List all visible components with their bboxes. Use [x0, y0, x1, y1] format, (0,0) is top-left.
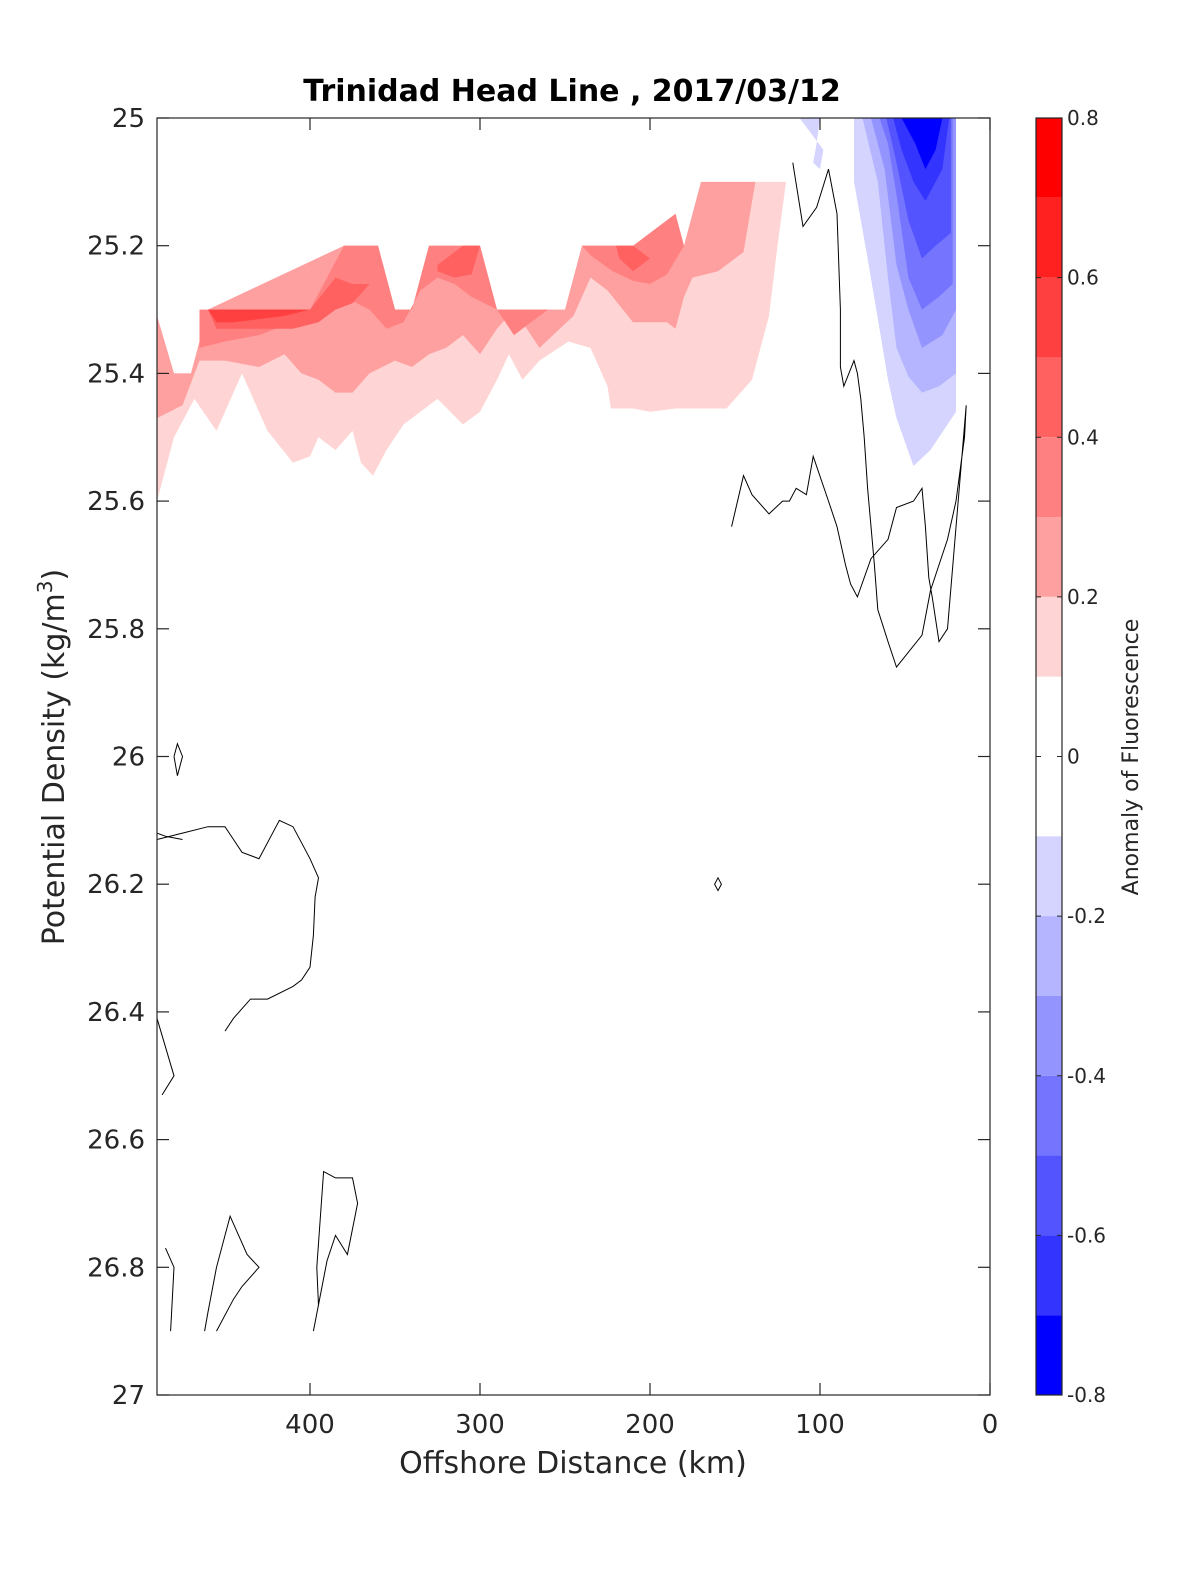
contour-line-0	[157, 819, 320, 1032]
x-axis-label: Offshore Distance (km)	[399, 1446, 747, 1481]
colorbar-segment-15	[1036, 1315, 1062, 1395]
colorbar-tick-label-5: -0.2	[1067, 904, 1106, 928]
colorbar-tick-label-1: 0.6	[1067, 266, 1099, 290]
contour-line-8	[312, 1170, 359, 1332]
x-tick-label-4: 0	[982, 1410, 999, 1440]
y-axis-ticks: 25 25.2 25.4 25.6 25.8 26 26.2 26.4 26.6 26.8 27	[87, 104, 990, 1411]
filled-region-5	[437, 245, 480, 278]
x-axis-ticks: 400 300 200 100 0	[285, 118, 998, 1440]
filled-region-9	[799, 118, 824, 170]
colorbar-segment-4	[1036, 437, 1062, 518]
contour-line-2	[731, 162, 967, 669]
contour-line-5	[714, 876, 722, 892]
y-axis-label-text: Potential Density (kg/m	[37, 593, 72, 945]
colorbar-tick-label-7: -0.6	[1067, 1223, 1106, 1247]
filled-contour-layer	[157, 118, 956, 502]
colorbar-tick-label-8: -0.8	[1067, 1383, 1106, 1407]
y-tick-label-8: 26.6	[87, 1126, 145, 1156]
chart-title: Trinidad Head Line , 2017/03/12	[303, 74, 840, 109]
x-tick-label-3: 100	[795, 1410, 845, 1440]
x-tick-label-1: 300	[455, 1410, 505, 1440]
colorbar-segment-5	[1036, 517, 1062, 597]
contour-line-1	[157, 832, 183, 840]
colorbar-segment-3	[1036, 357, 1062, 438]
y-axis-label-suffix: )	[37, 569, 72, 581]
y-tick-label-2: 25.4	[87, 359, 145, 389]
contour-line-layer	[157, 162, 967, 1332]
colorbar-segment-7	[1036, 676, 1062, 757]
colorbar-segment-0	[1036, 118, 1062, 198]
filled-region-6	[616, 245, 650, 272]
filled-region-15	[901, 118, 943, 170]
y-tick-label-4: 25.8	[87, 615, 145, 645]
y-tick-label-3: 25.6	[87, 487, 145, 517]
colorbar-tick-label-0: 0.8	[1067, 106, 1099, 130]
colorbar-segment-12	[1036, 1075, 1062, 1156]
contour-line-6	[165, 1247, 175, 1332]
colorbar-label: Anomaly of Fluorescence	[1119, 619, 1144, 896]
y-axis-label: Potential Density (kg/m3)	[33, 569, 72, 945]
y-tick-label-9: 26.8	[87, 1253, 145, 1283]
y-tick-label-1: 25.2	[87, 232, 145, 262]
y-tick-label-10: 27	[112, 1381, 145, 1411]
y-tick-label-7: 26.4	[87, 998, 145, 1028]
filled-region-1	[157, 181, 756, 419]
x-tick-label-0: 400	[285, 1410, 335, 1440]
colorbar-segment-10	[1036, 916, 1062, 996]
y-tick-label-5: 26	[112, 743, 145, 773]
filled-region-7	[208, 309, 310, 323]
colorbar-segment-6	[1036, 596, 1062, 677]
colorbar-tick-label-2: 0.4	[1067, 425, 1099, 449]
colorbar-tick-label-3: 0.2	[1067, 585, 1099, 609]
y-tick-label-0: 25	[112, 104, 145, 134]
colorbar-tick-label-6: -0.4	[1067, 1064, 1106, 1088]
colorbar-segment-8	[1036, 756, 1062, 837]
contour-line-7	[204, 1214, 260, 1332]
colorbar-segment-9	[1036, 836, 1062, 917]
colorbar-tick-label-4: 0	[1067, 745, 1080, 769]
colorbar-segment-13	[1036, 1155, 1062, 1236]
y-tick-label-6: 26.2	[87, 870, 145, 900]
colorbar: 0.8 0.6 0.4 0.2 0 -0.2 -0.4 -0.6 -0.8	[1035, 106, 1106, 1407]
x-tick-label-2: 200	[625, 1410, 675, 1440]
y-axis-label-superscript: 3	[33, 580, 57, 593]
colorbar-segment-14	[1036, 1235, 1062, 1316]
colorbar-segment-1	[1036, 197, 1062, 278]
colorbar-segment-2	[1036, 277, 1062, 358]
contour-line-4	[173, 742, 184, 776]
colorbar-segment-11	[1036, 995, 1062, 1076]
contour-line-3	[157, 1018, 175, 1096]
